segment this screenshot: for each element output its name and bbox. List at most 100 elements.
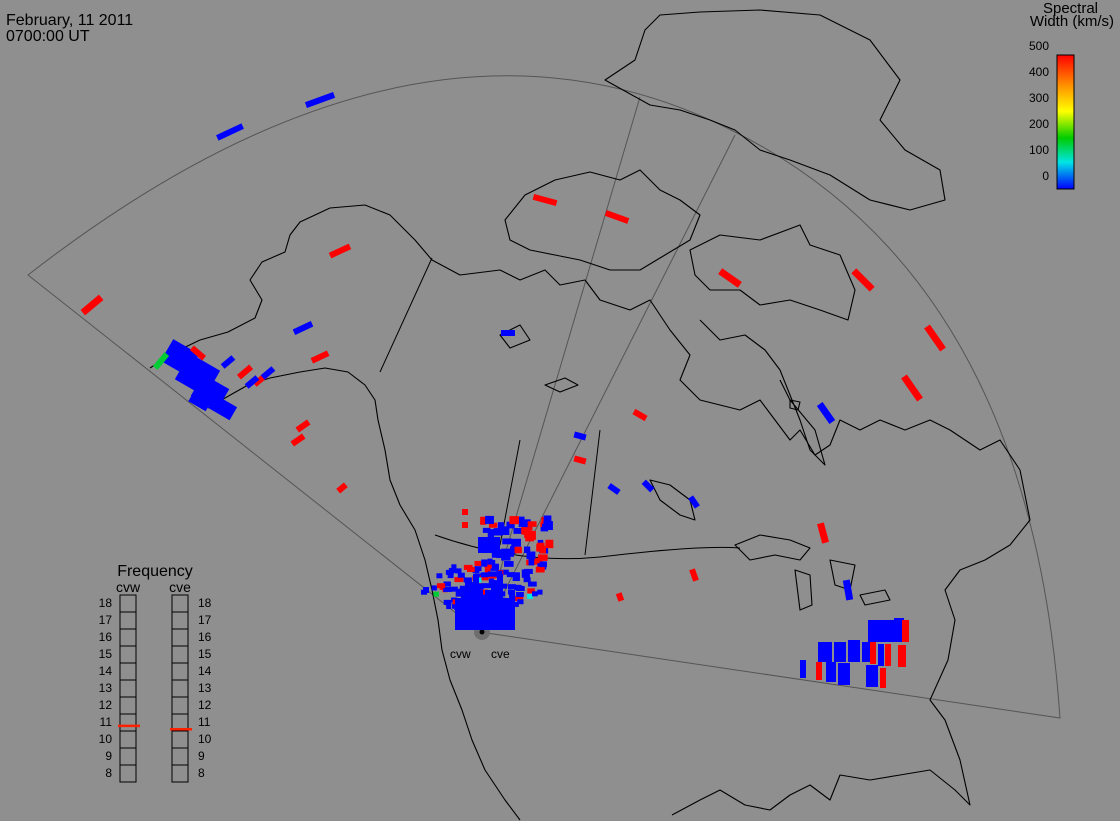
backscatter-cell	[532, 591, 538, 597]
coastlines	[149, 9, 1031, 821]
backscatter-cell	[511, 538, 521, 547]
backscatter-cell	[882, 620, 894, 642]
backscatter-cell	[866, 665, 878, 687]
frequency-label-cvw: cvw	[116, 579, 141, 595]
backscatter-cell	[512, 601, 519, 607]
colorbar-ticks: 500 400 300 200 100 0	[1029, 39, 1049, 183]
frequency-cell-cve	[171, 611, 189, 630]
backscatter-cell	[481, 559, 488, 567]
backscatter-cell	[454, 568, 462, 574]
coastline-arctic-islands	[504, 169, 701, 271]
backscatter-cell	[455, 598, 461, 630]
backscatter-cell	[501, 555, 511, 561]
backscatter-cell	[501, 526, 510, 535]
backscatter-cell	[189, 345, 207, 361]
backscatter-cell	[848, 640, 860, 662]
backscatter-cell	[532, 193, 558, 207]
backscatter-cell	[800, 660, 806, 678]
borders	[379, 257, 741, 560]
frequency-tick-label: 11	[100, 715, 113, 729]
backscatter-cell	[816, 401, 836, 425]
backscatter-cell	[894, 618, 904, 642]
backscatter-cell	[290, 433, 306, 447]
backscatter-cell	[816, 662, 822, 680]
backscatter-cell	[501, 330, 515, 336]
frequency-label-cve: cve	[169, 579, 191, 595]
backscatter-cell	[573, 431, 587, 441]
backscatter-cell	[524, 530, 534, 539]
frequency-tick-label: 11	[198, 715, 211, 729]
frequency-cell-cve	[171, 594, 189, 613]
backscatter-cell	[236, 364, 254, 380]
backscatter-cell	[260, 366, 276, 380]
backscatter-cell	[244, 375, 260, 389]
backscatter-cell	[488, 578, 495, 584]
radar-label-cvw: cvw	[450, 647, 471, 661]
backscatter-cell	[207, 394, 238, 421]
backscatter-cell	[817, 522, 829, 544]
backscatter-cell	[509, 516, 519, 525]
backscatter-cell	[295, 419, 311, 433]
backscatter-cell	[518, 521, 528, 528]
backscatter-cell	[484, 568, 491, 574]
frequency-cell-cvw	[119, 594, 137, 613]
frequency-cell-cve	[171, 679, 189, 698]
backscatter-cell	[433, 591, 439, 597]
backscatter-cell	[898, 645, 906, 667]
frequency-cell-cvw	[119, 764, 137, 783]
coastline-hudson-bay	[699, 319, 826, 466]
border-alaska-canada	[379, 257, 433, 373]
backscatter-cell	[718, 268, 742, 288]
backscatter-cell	[509, 590, 515, 630]
frequency-cell-cve	[171, 696, 189, 715]
frequency-tick-label: 16	[99, 630, 113, 644]
backscatter-cell	[310, 350, 330, 364]
backscatter-cell	[607, 483, 621, 495]
fov-outline	[27, 75, 1061, 719]
backscatter-cell	[462, 509, 468, 515]
backscatter-cell	[445, 569, 454, 575]
backscatter-cell	[449, 586, 458, 592]
backscatter-cell	[436, 573, 443, 579]
colorbar-gradient	[1056, 54, 1075, 190]
frequency-tick-label: 14	[198, 664, 212, 678]
backscatter-cell	[443, 599, 452, 605]
backscatter-cell	[475, 593, 485, 599]
backscatter-cell	[467, 582, 473, 630]
backscatter-cell	[292, 321, 314, 335]
backscatter-cell	[477, 589, 484, 595]
backscatter-cell	[421, 589, 428, 595]
backscatter-cell	[461, 590, 467, 630]
backscatter-cell	[851, 268, 875, 292]
backscatter-cell	[485, 590, 491, 630]
backscatter-cell	[523, 577, 531, 583]
backscatter-cell	[615, 592, 625, 602]
backscatter-cell	[543, 521, 553, 531]
beam-line	[483, 134, 736, 633]
colorbar: Spectral Width (km/s) 500 400 300 200 100 0	[1029, 0, 1114, 190]
backscatter-cell	[535, 566, 545, 573]
backscatter-cell	[443, 586, 453, 592]
backscatter-cell	[503, 598, 509, 630]
backscatter-cell	[491, 550, 499, 558]
frequency-cell-cvw	[119, 713, 137, 732]
backscatter-cell	[688, 495, 700, 509]
backscatter-cell	[500, 583, 508, 589]
backscatter-cell	[457, 572, 465, 578]
backscatter-cell	[216, 123, 244, 141]
backscatter-cell	[885, 644, 891, 666]
backscatter-cell	[493, 528, 504, 536]
backscatter-cell	[842, 579, 854, 601]
backscatter-cell	[514, 546, 522, 554]
backscatter-cell	[862, 642, 872, 662]
backscatter-cell	[462, 522, 468, 528]
time-label: 0700:00 UT	[6, 28, 90, 45]
backscatter-cell	[506, 521, 515, 529]
frequency-tick-label: 18	[99, 596, 113, 610]
backscatter-cell	[512, 572, 520, 582]
frequency-panel: Frequency cvw cve 1817161514131211109818…	[99, 563, 212, 783]
backscatter-cell	[463, 577, 472, 583]
backscatter-cell	[473, 574, 479, 630]
backscatter-cell	[902, 620, 909, 642]
